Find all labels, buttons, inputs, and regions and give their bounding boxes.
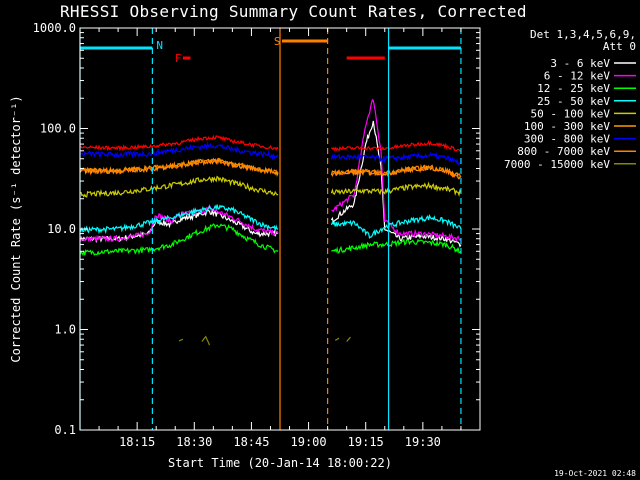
series-lines xyxy=(79,98,462,346)
series-line-12-25-kev-1 xyxy=(331,238,462,254)
x-tick-label-4: 19:15 xyxy=(348,435,384,449)
legend-label-2: 12 - 25 keV xyxy=(537,82,610,95)
legend-label-3: 25 - 50 keV xyxy=(537,95,610,108)
chart-title: RHESSI Observing Summary Count Rates, Co… xyxy=(60,2,527,21)
x-axis: 18:15 18:30 18:45 19:00 19:15 19:30 xyxy=(79,28,481,449)
x-tick-label-0: 18:15 xyxy=(119,435,155,449)
series-line-7000-15000-kev-1 xyxy=(201,335,211,346)
series-line-red-band-0 xyxy=(79,134,279,152)
legend-label-8: 7000 - 15000 keV xyxy=(504,158,610,171)
x-tick-label-3: 19:00 xyxy=(291,435,327,449)
series-line-50-100-kev-1 xyxy=(330,181,462,197)
series-line-300-800-kev-1 xyxy=(330,151,462,166)
legend-label-4: 50 - 100 keV xyxy=(531,107,611,120)
series-line-3-6-kev-1 xyxy=(330,120,462,248)
series-line-7000-15000-kev-2 xyxy=(334,337,340,341)
y-axis: 1000.0 100.0 10.0 1.0 0.1 xyxy=(33,21,480,437)
generated-timestamp: 19-Oct-2021 02:48 xyxy=(554,469,636,478)
y-tick-label-1: 100.0 xyxy=(40,122,76,136)
series-line-7000-15000-kev-0 xyxy=(178,338,184,342)
legend-label-0: 3 - 6 keV xyxy=(550,57,610,70)
flag-label-n: N xyxy=(156,39,163,52)
series-line-50-100-kev-0 xyxy=(79,175,279,198)
x-tick-label-1: 18:30 xyxy=(176,435,212,449)
flag-label-f: F xyxy=(175,52,182,65)
series-line-7000-15000-kev-3 xyxy=(346,336,351,342)
x-tick-label-2: 18:45 xyxy=(233,435,269,449)
series-line-red-band-1 xyxy=(330,139,462,152)
series-line-12-25-kev-0 xyxy=(79,223,279,257)
x-axis-label: Start Time (20-Jan-14 18:00:22) xyxy=(168,456,392,470)
observing-flags: NF S xyxy=(80,35,461,65)
x-tick-label-5: 19:30 xyxy=(405,435,441,449)
legend-label-7: 800 - 7000 keV xyxy=(517,145,610,158)
y-tick-label-0: 1000.0 xyxy=(33,21,76,35)
legend-header-0: Det 1,3,4,5,6,9, xyxy=(530,28,636,41)
series-line-800-7000-kev-0 xyxy=(79,157,279,176)
flag-label-s: S xyxy=(274,35,281,48)
series-line-25-50-kev-0 xyxy=(79,204,279,235)
legend-label-6: 300 - 800 keV xyxy=(524,133,610,146)
legend-label-5: 100 - 300 keV xyxy=(524,120,610,133)
y-tick-label-3: 1.0 xyxy=(54,323,76,337)
series-line-6-12-kev-1 xyxy=(331,98,462,243)
y-tick-label-2: 10.0 xyxy=(47,222,76,236)
y-tick-label-4: 0.1 xyxy=(54,423,76,437)
y-axis-label: Corrected Count Rate (s⁻¹ detector⁻¹) xyxy=(9,95,23,362)
series-line-800-7000-kev-1 xyxy=(330,163,462,179)
series-line-25-50-kev-1 xyxy=(330,213,462,239)
series-line-6-12-kev-0 xyxy=(79,205,279,243)
legend-header-1: Att 0 xyxy=(603,40,636,53)
legend-label-1: 6 - 12 keV xyxy=(544,70,611,83)
series-line-300-800-kev-0 xyxy=(79,141,279,161)
